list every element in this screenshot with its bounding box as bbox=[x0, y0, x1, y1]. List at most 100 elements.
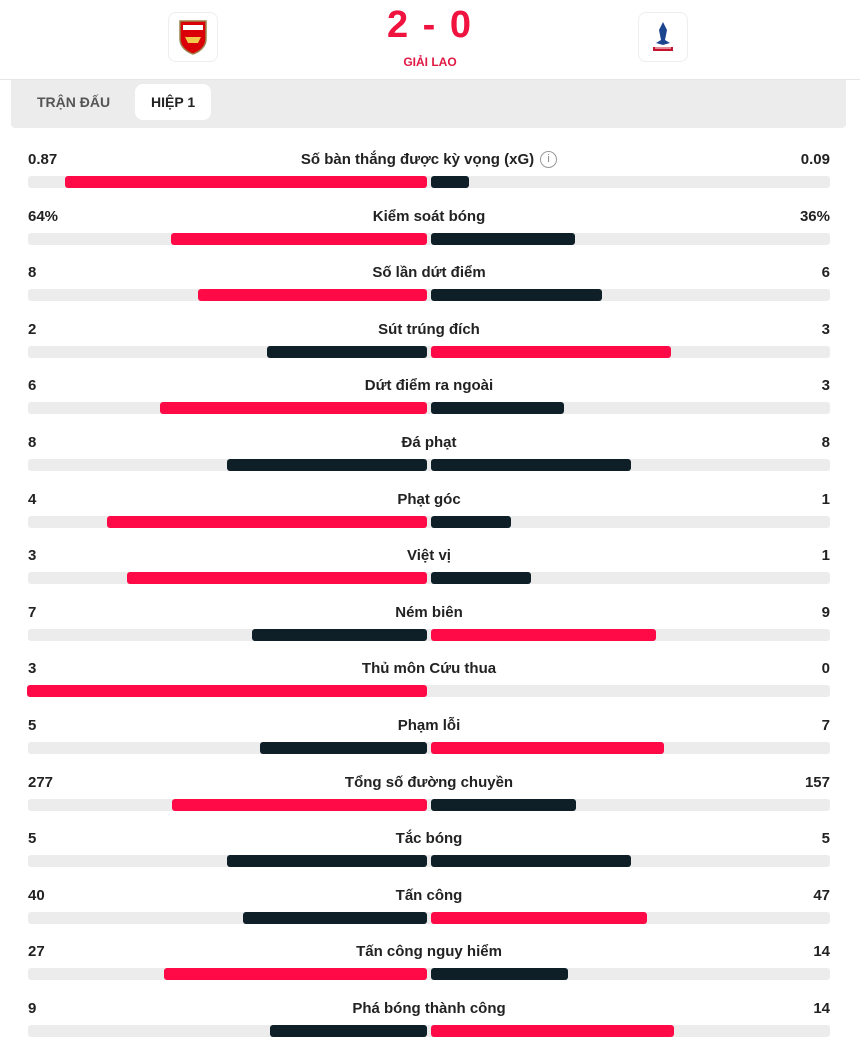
stat-bar-track bbox=[28, 459, 830, 471]
home-value: 2 bbox=[28, 320, 37, 338]
stat-label: Tấn công bbox=[28, 887, 830, 904]
away-value: 7 bbox=[821, 717, 830, 734]
stat-row: 5 Phạm lỗi 7 bbox=[28, 717, 830, 766]
stat-label-text: Số lần dứt điểm bbox=[372, 264, 486, 282]
home-bar bbox=[270, 1025, 427, 1037]
away-value: 8 bbox=[821, 434, 830, 451]
away-bar bbox=[431, 742, 665, 754]
home-value: 6 bbox=[28, 377, 37, 395]
home-bar bbox=[171, 798, 427, 811]
away-value: 0.09 bbox=[800, 151, 830, 168]
stat-bar-track bbox=[28, 742, 830, 754]
home-bar bbox=[243, 911, 427, 924]
stat-bar-track bbox=[28, 232, 830, 245]
info-icon[interactable]: i bbox=[540, 151, 558, 168]
away-value: 3 bbox=[821, 377, 830, 395]
away-team-logo[interactable] bbox=[638, 12, 688, 62]
stat-row: 8 Số lần dứt điểm 6 bbox=[28, 264, 830, 313]
home-bar bbox=[107, 515, 427, 528]
away-bar bbox=[431, 968, 568, 981]
stat-label: Ném biên bbox=[28, 604, 830, 621]
stat-label: Tổng số đường chuyền bbox=[28, 774, 830, 791]
home-value: 0.87 bbox=[28, 151, 58, 168]
away-value: 36% bbox=[799, 207, 830, 225]
tab-first-half[interactable]: HIỆP 1 bbox=[135, 84, 212, 120]
away-bar bbox=[431, 232, 575, 245]
home-bar bbox=[227, 855, 427, 868]
stat-bar-track bbox=[28, 628, 830, 641]
stat-label-text: Tấn công nguy hiểm bbox=[356, 943, 502, 961]
stat-label: Phạt góc bbox=[28, 491, 830, 508]
stat-bar-track bbox=[28, 855, 830, 868]
stat-label-text: Việt vị bbox=[407, 547, 451, 565]
stat-row: 40 Tấn công 47 bbox=[28, 887, 830, 936]
stat-label: Đá phạt bbox=[28, 434, 830, 451]
home-value: 27 bbox=[28, 943, 45, 961]
stat-label-text: Ném biên bbox=[395, 603, 463, 621]
stat-label: Thủ môn Cứu thua bbox=[28, 660, 830, 677]
stat-row: 4 Phạt góc 1 bbox=[28, 491, 830, 540]
stat-label: Tắc bóng bbox=[28, 830, 830, 847]
stat-label: Phá bóng thành công bbox=[28, 1000, 830, 1017]
away-bar bbox=[431, 289, 603, 302]
home-value: 3 bbox=[28, 660, 37, 678]
away-bar bbox=[431, 515, 511, 528]
home-value: 4 bbox=[28, 490, 37, 508]
stat-label-text: Tấn công bbox=[395, 886, 463, 904]
home-value: 8 bbox=[28, 264, 37, 282]
stat-label-text: Số bàn thắng được kỳ vọng (xG) bbox=[300, 151, 535, 168]
stat-label-text: Thủ môn Cứu thua bbox=[361, 660, 497, 678]
home-bar bbox=[267, 345, 427, 358]
away-bar bbox=[431, 855, 631, 868]
home-bar bbox=[171, 232, 427, 245]
stat-label: Việt vị bbox=[28, 547, 830, 564]
score: 2 - 0 bbox=[386, 4, 474, 46]
stat-label: Sút trúng đích bbox=[28, 321, 830, 338]
away-bar bbox=[431, 798, 576, 811]
stat-bar-track bbox=[28, 345, 830, 358]
away-value: 47 bbox=[813, 886, 830, 904]
away-value: 1 bbox=[821, 547, 830, 565]
stat-label: Số lần dứt điểm bbox=[28, 264, 830, 281]
away-value: 3 bbox=[821, 320, 830, 338]
home-team-logo[interactable] bbox=[168, 12, 218, 62]
home-bar bbox=[64, 176, 427, 188]
home-value: 40 bbox=[28, 886, 45, 904]
stat-label: Số bàn thắng được kỳ vọng (xG) i bbox=[28, 151, 830, 168]
stat-bar-track bbox=[28, 968, 830, 981]
stat-bar-track bbox=[28, 1025, 830, 1037]
home-value: 64% bbox=[28, 207, 59, 225]
away-value: 157 bbox=[804, 773, 830, 791]
stat-row: 3 Thủ môn Cứu thua 0 bbox=[27, 660, 830, 709]
away-bar bbox=[431, 345, 671, 358]
stat-label-text: Tắc bóng bbox=[395, 830, 463, 848]
away-value: 0 bbox=[821, 660, 830, 678]
stat-label: Kiểm soát bóng bbox=[28, 208, 830, 225]
stat-row: 7 Ném biên 9 bbox=[28, 604, 830, 653]
stat-bar-track bbox=[28, 402, 830, 415]
stat-row: 3 Việt vị 1 bbox=[28, 547, 830, 596]
away-value: 6 bbox=[821, 264, 830, 282]
home-bar bbox=[198, 289, 427, 302]
stat-row: 0.87 Số bàn thắng được kỳ vọng (xG) i 0.0… bbox=[28, 151, 830, 200]
stat-row: 6 Dứt điểm ra ngoài 3 bbox=[28, 377, 830, 426]
home-value: 5 bbox=[28, 830, 37, 848]
stat-label-text: Phạm lỗi bbox=[397, 717, 461, 734]
home-value: 7 bbox=[28, 603, 37, 621]
stat-label: Phạm lỗi bbox=[28, 717, 830, 734]
stat-label-text: Dứt điểm ra ngoài bbox=[364, 377, 494, 395]
away-bar bbox=[431, 628, 656, 641]
stat-bar-track bbox=[28, 798, 830, 811]
stat-row: 2 Sút trúng đích 3 bbox=[28, 321, 830, 370]
stat-label-text: Tổng số đường chuyền bbox=[344, 773, 514, 791]
away-bar bbox=[431, 1025, 675, 1037]
away-value: 5 bbox=[821, 830, 830, 848]
stat-bar-track bbox=[28, 911, 830, 924]
tab-full-match[interactable]: TRẬN ĐẤU bbox=[37, 94, 111, 110]
stat-row: 277 Tổng số đường chuyền 157 bbox=[28, 774, 830, 823]
home-value: 8 bbox=[28, 434, 37, 451]
stat-bar-track bbox=[28, 289, 830, 302]
stat-label: Dứt điểm ra ngoài bbox=[28, 377, 830, 394]
period-tabs: TRẬN ĐẤU HIỆP 1 bbox=[11, 80, 846, 128]
stat-row: 8 Đá phạt 8 bbox=[28, 434, 830, 483]
